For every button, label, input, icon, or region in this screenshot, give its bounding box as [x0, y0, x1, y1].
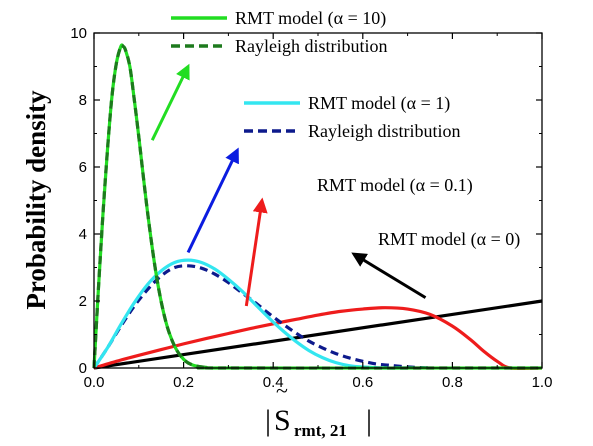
x-tick-label: 1.0	[532, 374, 553, 391]
series-line-2	[92, 258, 408, 370]
y-tick-label: 0	[79, 360, 87, 377]
axes: 0.0 0.2 0.4 0.6 0.8 1.0 0 2 4 6 8 10	[70, 25, 552, 391]
x-tick-label: 0.8	[442, 374, 463, 391]
legend-0: RMT model (α = 10) Rayleigh distribution	[171, 8, 388, 56]
arrows-layer	[150, 63, 239, 254]
annotation-arrow-0	[244, 197, 268, 307]
series-line-4	[93, 306, 543, 371]
y-tick-label: 10	[70, 25, 87, 42]
legend-label: Rayleigh distribution	[235, 36, 388, 56]
x-axis-title-tilde: ~	[276, 378, 288, 403]
legend-label: Rayleigh distribution	[308, 121, 461, 141]
x-axis-title-subscript: rmt, 21	[294, 421, 347, 440]
x-axis-title-symbol: S	[274, 404, 291, 437]
legend-label: RMT model (α = 1)	[308, 93, 450, 114]
legend-label: RMT model (α = 10)	[235, 8, 386, 29]
y-tick-label: 2	[79, 293, 87, 310]
annotation-arrow-1	[351, 252, 427, 299]
series-line-1	[92, 43, 543, 370]
x-tick-label: 0.4	[263, 374, 284, 391]
legend-arrow-1	[186, 147, 239, 254]
y-tick-label: 4	[79, 226, 87, 243]
y-tick-label: 6	[79, 159, 87, 176]
x-tick-label: 0.0	[84, 374, 105, 391]
x-tick-label: 0.2	[173, 374, 194, 391]
annotation-label-0: RMT model (α = 0.1)	[317, 175, 473, 196]
annotations: RMT model (α = 0.1) RMT model (α = 0)	[244, 175, 520, 307]
x-tick-label: 0.6	[352, 374, 373, 391]
plot-frame	[93, 32, 543, 369]
x-axis-title: | S ~ rmt, 21 |	[265, 378, 372, 440]
legend-arrow-0	[150, 63, 190, 141]
y-tick-label: 8	[79, 92, 87, 109]
y-axis-title: Probability density	[21, 90, 51, 310]
curves	[92, 43, 543, 371]
x-axis-title-bar-left: |	[265, 404, 271, 437]
legend-1: RMT model (α = 1) Rayleigh distribution	[244, 93, 461, 141]
series-line-5	[93, 299, 543, 370]
legends: RMT model (α = 10)Rayleigh distributionR…	[171, 8, 461, 141]
annotation-label-1: RMT model (α = 0)	[378, 229, 520, 250]
x-axis-title-bar-right: |	[366, 404, 372, 437]
